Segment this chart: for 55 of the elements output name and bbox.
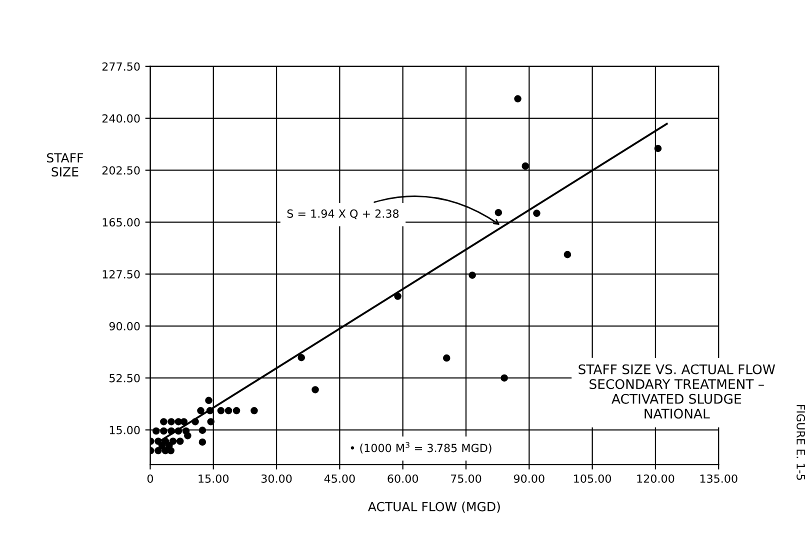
- x-tick-label: 105.00: [574, 474, 612, 483]
- point: [198, 426, 206, 434]
- x-axis-title: ACTUAL FLOW (MGD): [368, 502, 500, 513]
- y-tick-label: 240.00: [102, 114, 140, 123]
- point: [167, 447, 174, 454]
- text: FIGURE E. 1-5: [796, 405, 805, 480]
- x-tick-label: 90.00: [514, 474, 544, 483]
- y-tick-label: 52.50: [110, 374, 140, 382]
- x-tick-label: 60.00: [388, 474, 418, 483]
- point: [152, 427, 160, 435]
- point: [250, 407, 258, 414]
- annotation: S = 1.94 X Q + 2.38: [287, 209, 399, 220]
- point: [224, 407, 232, 414]
- x-tick-label: 15.00: [198, 474, 229, 483]
- y-tick-label: 277.50: [102, 62, 140, 71]
- x-tick-label: 0: [147, 474, 154, 483]
- point: [176, 438, 184, 445]
- point: [564, 250, 572, 258]
- y-tick-label: 165.00: [102, 218, 140, 227]
- y-tick-label: 90.00: [109, 322, 140, 330]
- y-tick-label: 202.50: [102, 166, 140, 175]
- point: [217, 407, 225, 414]
- point: [514, 95, 522, 102]
- point: [468, 272, 476, 279]
- point: [197, 407, 204, 414]
- point: [298, 354, 306, 362]
- point: [180, 418, 188, 426]
- point: [169, 438, 177, 445]
- x-tick-label: 45.00: [324, 474, 355, 483]
- x-tick-label: 30.00: [261, 474, 292, 483]
- text: STAFF SIZE VS. ACTUAL FLOW SECONDARY TREATMENT – ACTIVATED SLUDGE NATIONAL: [578, 364, 776, 419]
- point: [522, 162, 530, 170]
- x-tick-label: 135.00: [700, 474, 738, 483]
- point: [494, 208, 502, 216]
- y-tick-label: 127.50: [102, 270, 140, 278]
- annotation: • (1000 M$^{3}$ = 3.785 MGD): [350, 442, 492, 454]
- point: [654, 144, 662, 152]
- point: [168, 418, 175, 426]
- point: [533, 210, 540, 217]
- point: [205, 396, 212, 404]
- point: [232, 407, 240, 414]
- x-tick-label: 75.00: [451, 474, 482, 483]
- point: [160, 427, 168, 435]
- point: [394, 292, 402, 300]
- y-tick-label: 15.00: [110, 426, 140, 434]
- point: [160, 418, 168, 426]
- point: [207, 418, 214, 426]
- point: [198, 438, 206, 446]
- point: [154, 447, 162, 454]
- point: [312, 386, 319, 394]
- point: [442, 354, 450, 362]
- point: [500, 374, 508, 382]
- point: [184, 432, 192, 440]
- x-tick-label: 120.00: [637, 474, 674, 483]
- y-axis-title: STAFF SIZE: [47, 153, 83, 177]
